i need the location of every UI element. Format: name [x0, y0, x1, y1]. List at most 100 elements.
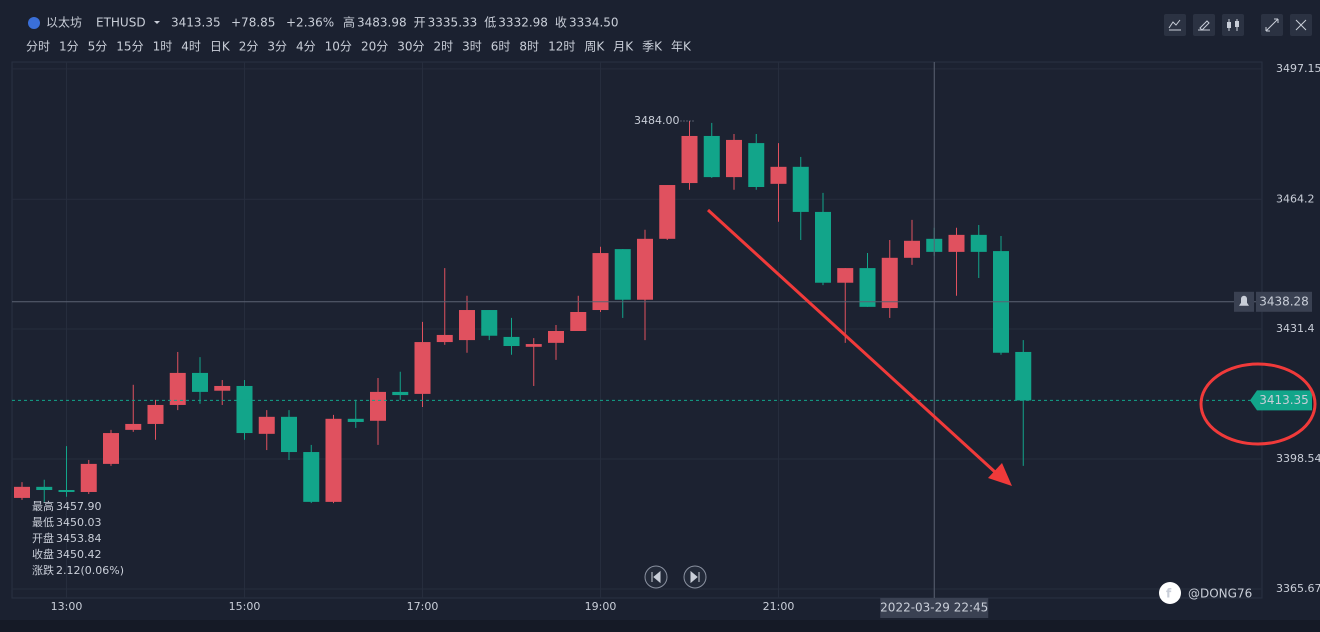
crosshair-time-box	[880, 598, 989, 618]
watermark: @DONG76	[1188, 587, 1252, 601]
crosshair-price-box	[1256, 291, 1312, 312]
close-icon	[1295, 19, 1307, 31]
candle-body	[548, 330, 564, 343]
timeframe-button[interactable]: 1时	[153, 40, 173, 54]
timeframe-button[interactable]: 3分	[267, 40, 287, 54]
candle-body	[703, 135, 720, 178]
x-tick-label: 21:00	[763, 600, 795, 613]
candle-body	[125, 423, 142, 430]
timeframe-button[interactable]: 2分	[239, 40, 259, 54]
timeframe-button[interactable]: 6时	[491, 40, 511, 54]
candle-body	[370, 391, 386, 421]
candle-body	[726, 139, 742, 178]
timeframe-button[interactable]: 2时	[434, 40, 454, 54]
candle-body	[503, 336, 520, 347]
y-tick-label: 3497.15	[1276, 62, 1320, 75]
tool-button[interactable]	[1164, 14, 1186, 36]
timeframe-button[interactable]: 4时	[181, 40, 201, 54]
candle-body	[659, 185, 676, 239]
info-label: 收盘	[32, 547, 54, 561]
stat-label: 低	[484, 16, 496, 30]
x-tick-label: 19:00	[585, 600, 617, 613]
watermark-icon-letter: f	[1166, 587, 1172, 601]
y-tick-label: 3398.54	[1276, 452, 1320, 465]
candle-body	[169, 372, 186, 405]
bell-icon	[1239, 295, 1249, 306]
timeframe-button[interactable]: 日K	[210, 40, 231, 54]
ohlc-stats: 高 3483.98 开 3335.33 低 3332.98 收 3334.50	[343, 15, 619, 30]
plot-area	[11, 61, 1263, 599]
ticker-strip	[0, 620, 1320, 632]
candle-body	[859, 268, 876, 307]
annotation-circle	[1199, 362, 1317, 446]
info-value: 3450.42	[56, 548, 102, 561]
candle-body	[347, 418, 364, 422]
candle-body	[881, 257, 898, 309]
timeframe-button[interactable]: 12时	[548, 40, 575, 54]
stat-value: 3483.98	[357, 16, 407, 30]
candle-body	[281, 416, 297, 453]
candle-icon	[1227, 22, 1231, 28]
expand-icon	[1265, 18, 1279, 32]
timeframe-button[interactable]: 季K	[642, 40, 663, 54]
candle-body	[414, 342, 431, 394]
candle-body	[481, 310, 498, 336]
candle-body	[770, 166, 787, 184]
tool-button[interactable]	[1222, 14, 1244, 36]
candle-body	[459, 310, 475, 341]
timeframe-button[interactable]: 3时	[462, 40, 482, 54]
symbol-dropdown[interactable]	[154, 21, 160, 24]
prev-icon	[651, 570, 661, 584]
candle-body	[392, 391, 409, 396]
timeframe-button[interactable]: 月K	[613, 40, 634, 54]
next-icon	[690, 570, 700, 584]
timeframe-button[interactable]: 10分	[325, 40, 352, 54]
candle-body	[970, 234, 987, 252]
candle-body	[592, 253, 609, 311]
timeframe-button[interactable]: 15分	[116, 40, 143, 54]
candle-body	[14, 486, 30, 498]
crosshair-time: 2022-03-29 22:45	[880, 601, 988, 615]
candle-body	[103, 433, 119, 464]
timeframe-button[interactable]: 年K	[671, 40, 692, 54]
y-tick-label: 3365.67	[1276, 582, 1320, 595]
info-label: 涨跌	[32, 563, 54, 577]
draw-icon	[1198, 20, 1210, 31]
stat-value: 3335.33	[428, 16, 478, 30]
timeframe-bar: 分时 1分 5分 15分 1时 4时 日K 2分 3分 4分 10分 20分 30分 2时 3时 6时 8时 12…	[26, 40, 692, 54]
last-price: 3413.35	[1259, 393, 1309, 407]
candle-body	[436, 334, 453, 343]
candle-body	[637, 238, 653, 300]
annotation-arrowhead	[988, 463, 1012, 486]
timeframe-button[interactable]: 1分	[59, 40, 79, 54]
info-value: 3450.03	[56, 516, 102, 529]
symbol[interactable]: ETHUSD	[96, 16, 146, 30]
candle-body	[303, 452, 320, 502]
candles	[14, 120, 1032, 504]
timeframe-button[interactable]: 分时	[26, 40, 50, 54]
candle-body	[570, 312, 587, 331]
info-label: 最低	[32, 516, 54, 529]
candle-body	[147, 404, 164, 424]
info-value: 3457.90	[56, 500, 102, 513]
coin-name: 以太坊	[46, 15, 82, 30]
coin-icon	[28, 17, 40, 29]
candle-body	[681, 135, 698, 184]
timeframe-button[interactable]: 30分	[397, 40, 424, 54]
candle-body	[948, 234, 965, 252]
candle-icon	[1235, 21, 1239, 27]
timeframe-button[interactable]: 4分	[296, 40, 316, 54]
timeframe-button[interactable]: 周K	[584, 40, 605, 54]
candle-body	[1015, 351, 1032, 401]
watermark-icon	[1159, 582, 1181, 604]
timeframe-button[interactable]: 5分	[88, 40, 108, 54]
timeframe-button[interactable]: 8时	[519, 40, 539, 54]
tool-button[interactable]	[1193, 14, 1215, 36]
annotation-arrow	[706, 208, 997, 474]
high-label: 3484.00	[634, 114, 680, 127]
candle-body	[236, 385, 253, 434]
timeframe-button[interactable]: 20分	[361, 40, 388, 54]
info-value: 2.12(0.06%)	[56, 564, 124, 577]
candle-body	[525, 344, 542, 347]
